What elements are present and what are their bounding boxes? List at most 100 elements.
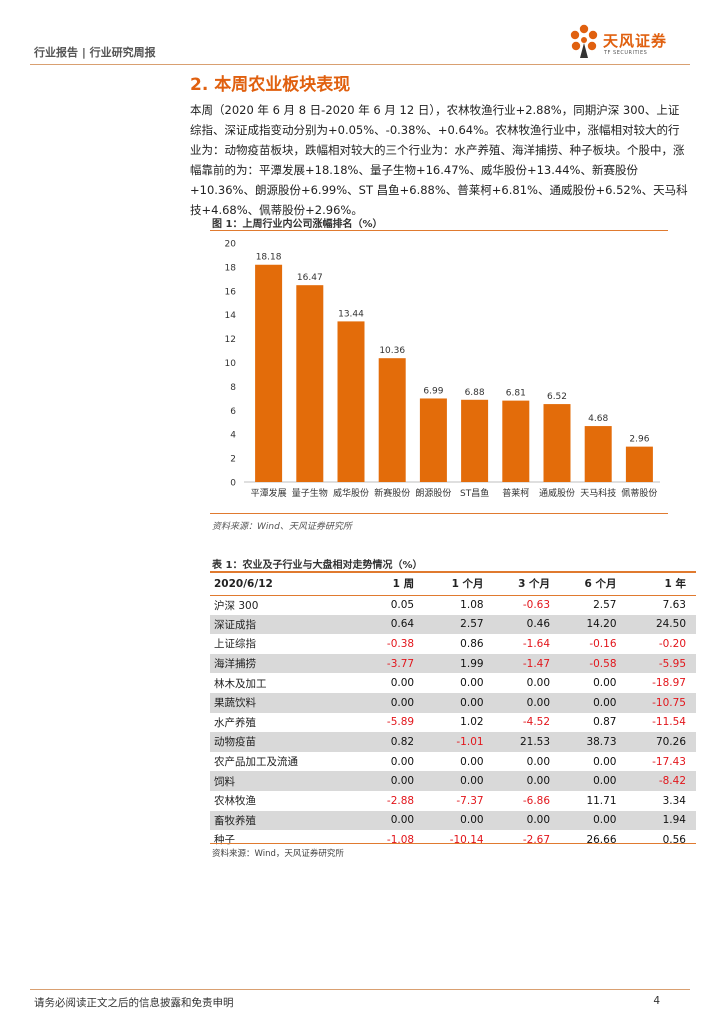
value-cell: -6.86 [522, 794, 551, 807]
value-cell: -8.42 [626, 771, 696, 791]
value-cell: -1.08 [386, 833, 415, 846]
value-cell: 0.00 [390, 677, 415, 690]
value-cell: -0.38 [386, 637, 415, 650]
table-header-cell: 6 个月 [560, 573, 627, 596]
value-cell: 0.00 [390, 755, 415, 768]
table-bottom-rule [210, 843, 696, 844]
y-tick-label: 4 [230, 431, 236, 441]
row-label-cell: 畜牧养殖 [210, 810, 366, 831]
bar [502, 400, 530, 482]
row-label-cell: 上证综指 [214, 638, 256, 651]
x-category-label: 新赛股份 [374, 487, 410, 499]
row-label-cell: 农产品加工及流通 [214, 756, 298, 769]
table-header-cell: 2020/6/12 [210, 573, 366, 596]
table-row: 农产品加工及流通 0.00 0.00 0.00 0.00 -17.43 [210, 752, 696, 772]
table-row: 沪深 300 0.05 1.08 -0.63 2.57 7.63 [210, 595, 696, 615]
value-cell: -10.75 [626, 692, 696, 713]
value-cell: 0.00 [593, 755, 617, 768]
bar-value-label: 6.81 [506, 389, 526, 399]
bar [255, 264, 283, 482]
y-tick-label: 10 [225, 359, 237, 369]
y-tick-label: 12 [225, 335, 236, 345]
value-cell: 14.20 [560, 614, 627, 635]
value-cell: 0.82 [365, 732, 425, 752]
value-cell: 0.00 [424, 810, 494, 831]
tf-logo-icon [570, 24, 598, 58]
value-cell: 0.00 [560, 692, 627, 713]
table-row: 畜牧养殖 0.00 0.00 0.00 0.00 1.94 [210, 810, 696, 831]
value-cell: 0.00 [493, 692, 561, 713]
x-category-label: 量子生物 [292, 487, 328, 499]
figure-source: 资料来源：Wind、天风证券研究所 [212, 522, 352, 532]
value-cell: -2.67 [522, 833, 551, 846]
bar [543, 404, 571, 482]
bar-value-label: 16.47 [297, 273, 323, 283]
page-number: 4 [653, 995, 660, 1007]
company-logo: 天风证券 TF SECURITIES [567, 22, 687, 62]
table-header-cell: 1 年 [626, 573, 696, 596]
value-cell: -5.89 [386, 716, 415, 729]
value-cell: 0.00 [560, 771, 627, 791]
value-cell: 3.34 [662, 794, 686, 807]
value-cell: 1.94 [626, 810, 696, 831]
value-cell: 0.87 [593, 716, 617, 729]
bar-value-label: 6.88 [465, 388, 485, 398]
bar-value-label: 18.18 [256, 253, 282, 263]
table-row: 动物疫苗 0.82 -1.01 21.53 38.73 70.26 [210, 732, 696, 752]
table-row: 深证成指 0.64 2.57 0.46 14.20 24.50 [210, 614, 696, 635]
bar-value-label: 4.68 [588, 414, 608, 424]
y-tick-label: 8 [230, 383, 236, 393]
value-cell: 0.00 [424, 771, 494, 791]
bar [419, 398, 447, 482]
value-cell: 2.57 [424, 614, 494, 635]
value-cell: 1.99 [424, 653, 494, 674]
table-row: 上证综指 -0.38 0.86 -1.64 -0.16 -0.20 [210, 634, 696, 654]
x-category-label: 朗源股份 [415, 487, 451, 499]
value-cell: 0.00 [460, 755, 484, 768]
logo-chinese-name: 天风证券 [603, 32, 668, 50]
row-label-cell: 饲料 [210, 771, 366, 791]
value-cell: -10.14 [449, 833, 484, 846]
row-label-cell: 水产养殖 [214, 716, 256, 729]
y-tick-label: 2 [230, 455, 236, 465]
bar [625, 446, 653, 482]
bar-value-label: 10.36 [379, 346, 405, 356]
bar [378, 358, 406, 482]
y-tick-label: 16 [225, 287, 237, 297]
disclaimer-notice: 请务必阅读正文之后的信息披露和免责申明 [34, 997, 234, 1009]
value-cell: -0.58 [560, 653, 627, 674]
value-cell: 0.00 [424, 692, 494, 713]
value-cell: 0.46 [493, 614, 561, 635]
x-category-label: 通威股份 [539, 487, 575, 499]
x-category-label: 天马科技 [580, 487, 616, 499]
value-cell: 0.00 [493, 810, 561, 831]
value-cell: 0.00 [493, 771, 561, 791]
table-row: 林木及加工 0.00 0.00 0.00 0.00 -18.97 [210, 673, 696, 693]
x-category-label: 威华股份 [333, 487, 369, 499]
row-label-cell: 林木及加工 [214, 677, 267, 690]
value-cell: -1.47 [493, 653, 561, 674]
figure-top-rule [210, 230, 668, 231]
y-tick-label: 6 [230, 407, 236, 417]
table-row: 农林牧渔 -2.88 -7.37 -6.86 11.71 3.34 [210, 791, 696, 811]
value-cell: -1.64 [522, 637, 551, 650]
value-cell: 0.86 [460, 637, 484, 650]
value-cell: 0.00 [365, 771, 425, 791]
report-category: 行业报告 | 行业研究周报 [34, 46, 156, 59]
value-cell: 0.00 [526, 677, 551, 690]
section-title: 2. 本周农业板块表现 [190, 75, 351, 95]
value-cell: 1.02 [460, 716, 484, 729]
bar-value-label: 13.44 [338, 309, 364, 319]
table-header-cell: 1 周 [365, 573, 425, 596]
table-row: 水产养殖 -5.89 1.02 -4.52 0.87 -11.54 [210, 713, 696, 733]
value-cell: 0.00 [526, 755, 551, 768]
x-category-label: 普莱柯 [502, 487, 529, 499]
y-tick-label: 20 [225, 240, 237, 250]
x-category-label: 平潭发展 [251, 487, 287, 499]
bar [337, 321, 365, 482]
bar [461, 399, 489, 482]
bar [296, 285, 324, 482]
value-cell: -5.95 [626, 653, 696, 674]
